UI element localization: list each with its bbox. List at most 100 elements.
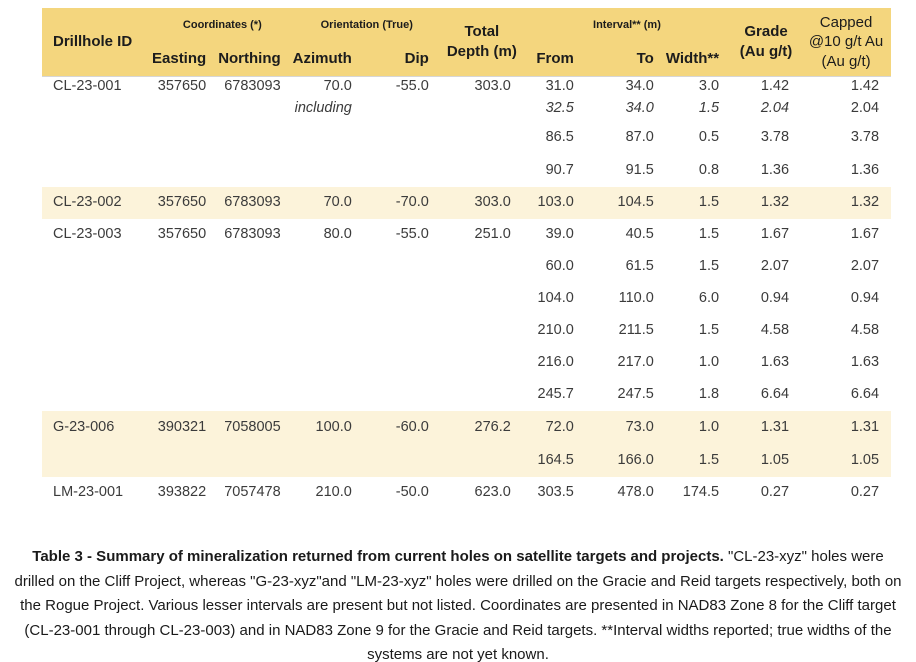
cell-width: 1.5	[665, 187, 732, 219]
cell-capped: 1.63	[850, 354, 880, 371]
cell-easting	[152, 121, 218, 155]
cell-northing	[218, 251, 292, 283]
cell-to: 104.5	[585, 187, 666, 219]
header-northing: Northing	[218, 42, 293, 76]
header-row-columns: Easting Northing Azimuth Dip From To Wid…	[42, 42, 891, 76]
cell-dip: -50.0	[395, 484, 429, 501]
cell-id: CL-23-003	[53, 226, 122, 243]
cell-depth	[441, 155, 523, 187]
cell-to: 110.0	[618, 290, 654, 307]
cell-azimuth: 70.0	[292, 187, 364, 219]
header-drillhole-id: Drillhole ID	[42, 8, 152, 76]
cell-grade: 1.67	[760, 226, 790, 243]
header-from: From	[522, 42, 586, 76]
cell-dip	[364, 97, 441, 121]
mineralization-table: Drillhole ID Coordinates (*) Orientation…	[42, 8, 892, 509]
header-row-groups: Drillhole ID Coordinates (*) Orientation…	[42, 8, 892, 76]
cell-easting	[152, 155, 218, 187]
cell-northing: 7058005	[218, 411, 293, 445]
cell-azimuth	[292, 445, 364, 477]
cell-to: 40.5	[625, 226, 654, 243]
cell-capped: 1.32	[801, 187, 892, 219]
cell-width: 1.5	[698, 322, 720, 339]
cell-easting: 357650	[157, 226, 207, 243]
cell-grade: 2.04	[760, 100, 790, 117]
cell-depth	[441, 251, 523, 283]
cell-id	[42, 155, 152, 187]
cell-capped: 0.94	[850, 290, 880, 307]
cell-azimuth	[293, 283, 364, 315]
cell-azimuth: 70.0	[292, 75, 364, 97]
caption-text: "CL-23-xyz" holes were drilled on the Cl…	[14, 548, 902, 662]
header-capped: Capped @10 g/t Au (Au g/t)	[801, 8, 892, 76]
header-easting: Easting	[152, 42, 219, 76]
cell-depth: 303.0	[440, 75, 523, 97]
cell-id: LM-23-001	[53, 484, 124, 501]
cell-width: 1.0	[698, 354, 720, 371]
table-row: 245.7 247.5 1.8 6.64 6.64	[42, 379, 891, 411]
cell-grade: 1.32	[731, 187, 802, 219]
cell-northing	[218, 445, 293, 477]
header-width: Width**	[665, 42, 732, 76]
cell-depth: 276.2	[440, 411, 523, 445]
cell-northing: 6783093	[224, 226, 281, 243]
cell-capped: 1.31	[801, 411, 892, 445]
cell-from: 103.0	[522, 187, 586, 219]
cell-dip: -55.0	[363, 75, 441, 97]
cell-capped: 2.07	[850, 258, 880, 275]
cell-easting: 390321	[152, 411, 219, 445]
cell-azimuth	[293, 347, 364, 379]
cell-to: 478.0	[617, 484, 654, 501]
cell-dip	[364, 379, 441, 411]
cell-to: 73.0	[585, 411, 666, 445]
cell-grade: 1.36	[760, 162, 790, 179]
cell-from: 216.0	[537, 354, 574, 371]
cell-northing: 6783093	[218, 75, 293, 97]
cell-to: 87.0	[625, 129, 654, 146]
cell-qualifier: including	[294, 100, 352, 117]
cell-grade: 1.42	[731, 75, 802, 97]
cell-dip: -60.0	[363, 411, 441, 445]
cell-capped: 4.58	[850, 322, 880, 339]
table-row: 86.5 87.0 0.5 3.78 3.78	[42, 121, 891, 155]
cell-northing	[218, 379, 292, 411]
cell-dip	[364, 121, 441, 155]
cell-easting	[152, 315, 218, 347]
cell-from: 31.0	[522, 75, 586, 97]
cell-width: 1.5	[698, 258, 720, 275]
cell-azimuth: 100.0	[292, 411, 364, 445]
cell-azimuth	[293, 251, 364, 283]
cell-easting	[152, 379, 218, 411]
cell-easting	[152, 97, 218, 121]
cell-width: 174.5	[682, 484, 720, 501]
cell-northing	[218, 97, 292, 121]
table-row: CL-23-001 357650 6783093 70.0 -55.0 303.0 31.0…	[42, 75, 892, 97]
cell-grade: 6.64	[760, 386, 790, 403]
cell-easting	[152, 347, 218, 379]
cell-capped: 6.64	[850, 386, 880, 403]
cell-to: 217.0	[617, 354, 654, 371]
cell-northing: 7057478	[224, 484, 281, 501]
cell-from: 60.0	[545, 258, 574, 275]
cell-depth	[441, 97, 523, 121]
cell-capped: 0.27	[850, 484, 880, 501]
cell-azimuth	[293, 121, 364, 155]
cell-easting: 357650	[152, 75, 219, 97]
table-row: CL-23-002 357650 6783093 70.0 -70.0 303.0 103.…	[42, 187, 892, 219]
cell-depth	[441, 283, 523, 315]
table-row: 60.0 61.5 1.5 2.07 2.07	[42, 251, 891, 283]
header-total-depth: Total Depth (m)	[440, 8, 523, 76]
cell-dip	[364, 155, 441, 187]
header-azimuth: Azimuth	[292, 42, 364, 76]
cell-width: 0.5	[698, 129, 720, 146]
cell-to: 211.5	[618, 322, 654, 339]
cell-northing: 6783093	[218, 187, 293, 219]
cell-to: 166.0	[585, 445, 666, 477]
header-orientation-group: Orientation (True)	[292, 8, 441, 42]
table-row: 216.0 217.0 1.0 1.63 1.63	[42, 347, 891, 379]
table-row: 90.7 91.5 0.8 1.36 1.36	[42, 155, 891, 187]
cell-northing	[218, 155, 292, 187]
cell-to: 91.5	[625, 162, 654, 179]
cell-grade: 1.63	[760, 354, 790, 371]
cell-from: 90.7	[545, 162, 574, 179]
